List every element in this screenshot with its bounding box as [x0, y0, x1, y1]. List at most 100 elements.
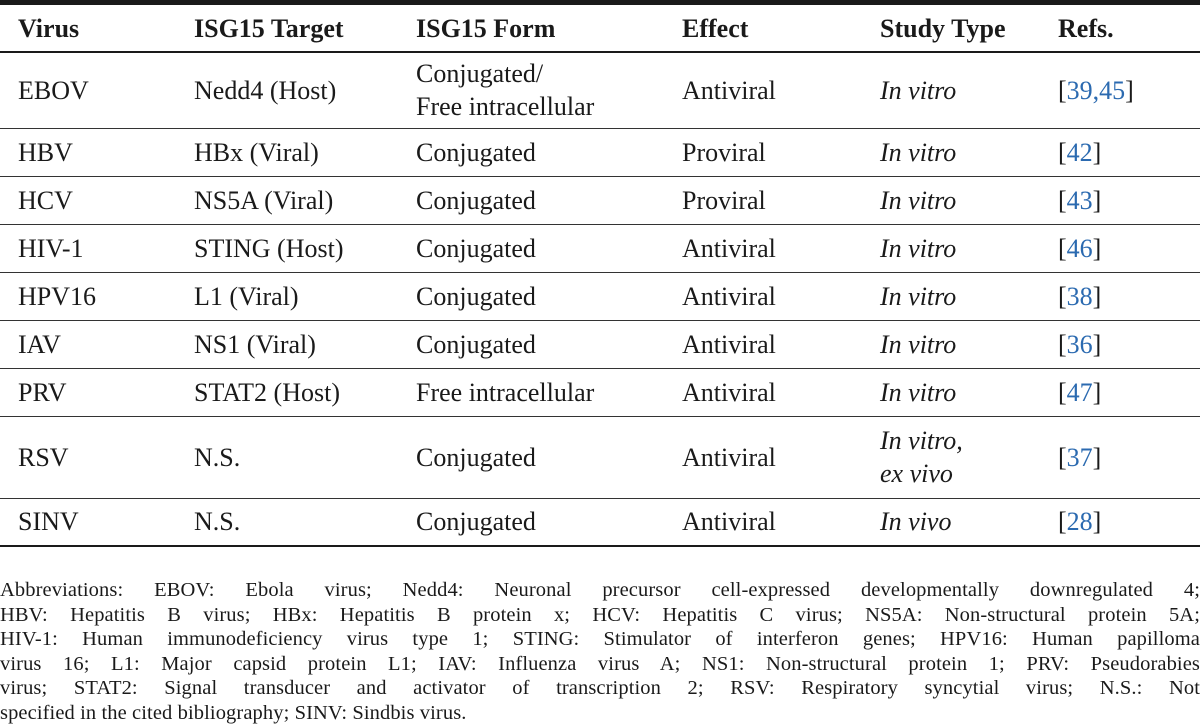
header-study-type: Study Type	[880, 5, 1058, 52]
cell-study-type: In vitro	[880, 128, 1058, 176]
cell-study-type-line: In vitro	[880, 376, 1058, 409]
cell-effect: Antiviral	[682, 320, 880, 368]
cell-virus: EBOV	[0, 52, 194, 128]
isg15-table: Virus ISG15 Target ISG15 Form Effect Stu…	[0, 5, 1200, 547]
cell-isg15-form: Conjugated/Free intracellular	[416, 52, 682, 128]
reference-link[interactable]: 38	[1067, 282, 1093, 311]
header-isg15-form: ISG15 Form	[416, 5, 682, 52]
cell-refs: [39,45]	[1058, 52, 1200, 128]
cell-refs: [37]	[1058, 416, 1200, 498]
cell-isg15-target: STING (Host)	[194, 224, 416, 272]
cell-isg15-form: Conjugated	[416, 498, 682, 546]
table-header-row: Virus ISG15 Target ISG15 Form Effect Stu…	[0, 5, 1200, 52]
cell-study-type-line: In vivo	[880, 505, 1058, 538]
cell-isg15-target: Nedd4 (Host)	[194, 52, 416, 128]
cell-isg15-target: N.S.	[194, 416, 416, 498]
cell-isg15-target: NS1 (Viral)	[194, 320, 416, 368]
cell-study-type: In vitro	[880, 320, 1058, 368]
cell-virus: PRV	[0, 368, 194, 416]
header-virus: Virus	[0, 5, 194, 52]
cell-study-type-line: In vitro	[880, 136, 1058, 169]
cell-effect: Antiviral	[682, 52, 880, 128]
cell-study-type: In vitro	[880, 176, 1058, 224]
reference-link[interactable]: 46	[1067, 234, 1093, 263]
cell-isg15-form-line: Conjugated	[416, 505, 682, 538]
cell-isg15-form-line: Conjugated	[416, 328, 682, 361]
header-isg15-target: ISG15 Target	[194, 5, 416, 52]
cell-study-type: In vitro	[880, 368, 1058, 416]
cell-isg15-form: Conjugated	[416, 416, 682, 498]
cell-virus: RSV	[0, 416, 194, 498]
cell-study-type: In vitro	[880, 52, 1058, 128]
cell-isg15-form: Conjugated	[416, 176, 682, 224]
cell-study-type-line: In vitro	[880, 280, 1058, 313]
reference-link[interactable]: 28	[1067, 507, 1093, 536]
reference-link[interactable]: 39,45	[1067, 76, 1126, 105]
cell-refs: [47]	[1058, 368, 1200, 416]
cell-isg15-target: L1 (Viral)	[194, 272, 416, 320]
cell-study-type-line: In vitro	[880, 328, 1058, 361]
table-footnote: Abbreviations: EBOV: Ebola virus; Nedd4:…	[0, 578, 1200, 725]
reference-link[interactable]: 37	[1067, 443, 1093, 472]
cell-virus: HBV	[0, 128, 194, 176]
cell-effect: Proviral	[682, 176, 880, 224]
cell-isg15-form: Conjugated	[416, 128, 682, 176]
cell-refs: [36]	[1058, 320, 1200, 368]
cell-isg15-form-line: Conjugated/	[416, 57, 682, 90]
cell-study-type: In vivo	[880, 498, 1058, 546]
footnote-line: HBV: Hepatitis B virus; HBx: Hepatitis B…	[0, 603, 1200, 628]
reference-link[interactable]: 47	[1067, 378, 1093, 407]
cell-refs: [38]	[1058, 272, 1200, 320]
header-refs: Refs.	[1058, 5, 1200, 52]
cell-virus: HIV-1	[0, 224, 194, 272]
cell-virus: HPV16	[0, 272, 194, 320]
reference-link[interactable]: 43	[1067, 186, 1093, 215]
cell-effect: Antiviral	[682, 416, 880, 498]
cell-virus: IAV	[0, 320, 194, 368]
cell-effect: Antiviral	[682, 368, 880, 416]
footnote-line: Abbreviations: EBOV: Ebola virus; Nedd4:…	[0, 578, 1200, 603]
footnote-line: virus 16; L1: Major capsid protein L1; I…	[0, 652, 1200, 677]
cell-effect: Antiviral	[682, 272, 880, 320]
cell-isg15-form: Conjugated	[416, 224, 682, 272]
cell-study-type-line: In vitro	[880, 184, 1058, 217]
cell-refs: [43]	[1058, 176, 1200, 224]
cell-refs: [28]	[1058, 498, 1200, 546]
cell-isg15-target: NS5A (Viral)	[194, 176, 416, 224]
reference-link[interactable]: 42	[1067, 138, 1093, 167]
cell-isg15-form: Conjugated	[416, 320, 682, 368]
cell-isg15-form-line: Free intracellular	[416, 376, 682, 409]
cell-effect: Proviral	[682, 128, 880, 176]
header-effect: Effect	[682, 5, 880, 52]
cell-effect: Antiviral	[682, 224, 880, 272]
cell-isg15-form-line: Conjugated	[416, 184, 682, 217]
cell-isg15-target: STAT2 (Host)	[194, 368, 416, 416]
cell-isg15-target: HBx (Viral)	[194, 128, 416, 176]
cell-isg15-form-line: Free intracellular	[416, 90, 682, 123]
cell-study-type: In vitro,ex vivo	[880, 416, 1058, 498]
cell-isg15-target: N.S.	[194, 498, 416, 546]
cell-isg15-form-line: Conjugated	[416, 441, 682, 474]
cell-isg15-form-line: Conjugated	[416, 280, 682, 313]
footnote-line: HIV-1: Human immunodeficiency virus type…	[0, 627, 1200, 652]
cell-study-type-line: ex vivo	[880, 457, 1058, 490]
cell-isg15-form: Free intracellular	[416, 368, 682, 416]
cell-study-type: In vitro	[880, 224, 1058, 272]
cell-study-type-line: In vitro	[880, 74, 1058, 107]
cell-refs: [46]	[1058, 224, 1200, 272]
cell-isg15-form-line: Conjugated	[416, 136, 682, 169]
footnote-line: specified in the cited bibliography; SIN…	[0, 701, 1200, 725]
cell-study-type: In vitro	[880, 272, 1058, 320]
reference-link[interactable]: 36	[1067, 330, 1093, 359]
cell-virus: HCV	[0, 176, 194, 224]
cell-study-type-line: In vitro,	[880, 424, 1058, 457]
